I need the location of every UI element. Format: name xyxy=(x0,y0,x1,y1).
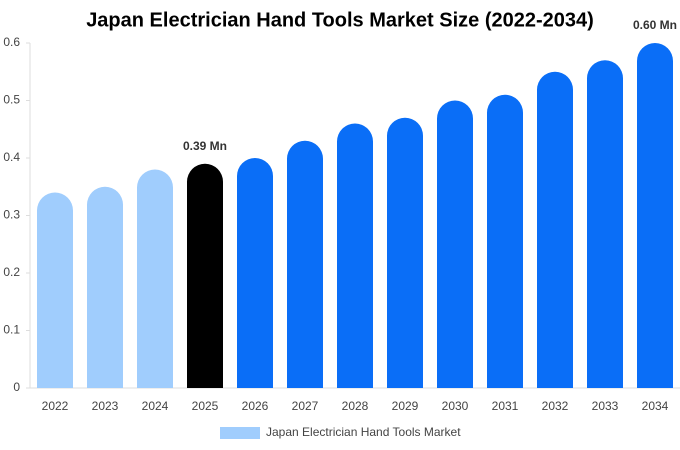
x-tick-label: 2026 xyxy=(242,399,269,413)
bar xyxy=(137,169,173,388)
y-tick-label: 0.2 xyxy=(3,265,20,279)
bar xyxy=(587,60,623,388)
chart-title: Japan Electrician Hand Tools Market Size… xyxy=(86,9,594,31)
x-tick-label: 2028 xyxy=(342,399,369,413)
y-tick-label: 0.1 xyxy=(3,323,20,337)
bar xyxy=(387,117,423,388)
legend-swatch xyxy=(220,427,260,439)
x-tick-label: 2029 xyxy=(392,399,419,413)
y-tick-label: 0.4 xyxy=(3,150,20,164)
x-tick-label: 2024 xyxy=(142,399,169,413)
bar xyxy=(187,163,223,388)
bar xyxy=(637,43,673,388)
y-tick-label: 0.3 xyxy=(3,208,20,222)
x-tick-label: 2034 xyxy=(642,399,669,413)
x-tick-label: 2027 xyxy=(292,399,319,413)
bar xyxy=(537,71,573,388)
x-tick-label: 2031 xyxy=(492,399,519,413)
value-label: 0.39 Mn xyxy=(183,139,227,153)
legend-label: Japan Electrician Hand Tools Market xyxy=(266,425,461,439)
bar xyxy=(287,140,323,388)
x-tick-label: 2032 xyxy=(542,399,569,413)
y-tick-label: 0.6 xyxy=(3,35,20,49)
bar xyxy=(337,123,373,388)
y-tick-label: 0.5 xyxy=(3,93,20,107)
bar xyxy=(237,158,273,388)
x-tick-label: 2033 xyxy=(592,399,619,413)
x-tick-label: 2030 xyxy=(442,399,469,413)
bar xyxy=(487,94,523,388)
x-tick-label: 2025 xyxy=(192,399,219,413)
value-label: 0.60 Mn xyxy=(633,18,677,32)
bar xyxy=(87,186,123,388)
bar xyxy=(37,192,73,388)
y-tick-label: 0 xyxy=(13,380,20,394)
x-tick-label: 2022 xyxy=(42,399,69,413)
bar xyxy=(437,100,473,388)
x-tick-label: 2023 xyxy=(92,399,119,413)
